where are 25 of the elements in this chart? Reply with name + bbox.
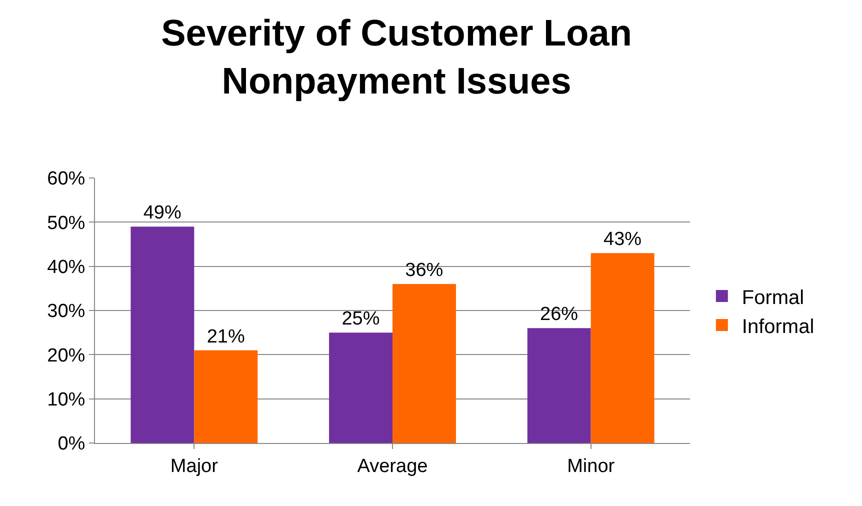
bar [590,253,654,443]
bar [130,226,194,443]
y-tick-label: 30% [47,301,86,322]
chart-title: Severity of Customer Loan Nonpayment Issues [161,12,632,102]
data-label: 36% [405,260,444,281]
y-tick-label: 50% [47,212,86,234]
data-label: 25% [342,308,380,330]
y-tick-label: 20% [47,345,86,366]
data-label: 21% [206,326,245,348]
x-tick-label: Average [357,456,428,477]
x-tick-label: Minor [567,456,616,477]
bar [194,350,258,443]
x-tick-label: Major [170,456,219,477]
y-tick-label: 40% [47,256,86,278]
data-label: 26% [540,304,578,326]
y-tick-label: 60% [47,168,86,190]
y-tick-label: 0% [58,434,86,455]
y-tick-label: 10% [47,389,86,410]
bar [392,284,456,443]
legend-label: Informal [742,316,814,338]
legend-label: Formal [742,286,804,309]
bar [329,332,392,443]
data-label: 49% [143,202,182,224]
bar [527,328,591,443]
data-label: 43% [604,229,642,250]
